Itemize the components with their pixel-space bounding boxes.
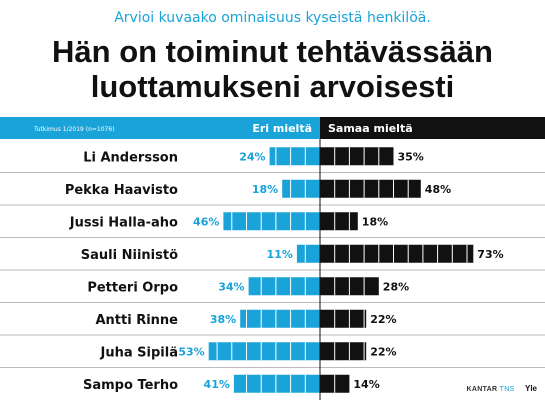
category-label: Sampo Terho	[83, 378, 178, 393]
bar-agree	[320, 147, 394, 166]
header-band-disagree	[0, 117, 320, 139]
title-line-1: Hän on toiminut tehtävässään	[52, 34, 493, 69]
category-label: Petteri Orpo	[87, 280, 178, 295]
category-label: Juha Sipilä	[100, 345, 178, 360]
category-label: Li Andersson	[83, 150, 178, 165]
yle-logo: Yle	[524, 384, 537, 393]
survey-note: Tutkimus 1/2019 (n=1076)	[33, 126, 115, 133]
legend-agree-label: Samaa mieltä	[328, 122, 413, 135]
kantar-tns-logo: KANTAR TNS	[467, 386, 515, 393]
value-label-disagree: 24%	[239, 150, 265, 163]
category-label: Antti Rinne	[95, 313, 178, 328]
bar-disagree	[208, 342, 320, 361]
bar-disagree	[233, 374, 320, 393]
category-label: Jussi Halla-aho	[69, 215, 178, 230]
chart-subtitle: Arvioi kuvaako ominaisuus kyseistä henki…	[114, 10, 431, 26]
title-line-2: luottamukseni arvoisesti	[90, 69, 455, 104]
category-label: Pekka Haavisto	[65, 183, 178, 198]
header-band-agree	[320, 117, 545, 139]
bar-agree	[320, 212, 358, 231]
value-label-agree: 18%	[362, 215, 388, 228]
bar-disagree	[282, 179, 320, 198]
value-label-disagree: 41%	[204, 378, 230, 391]
footer-logos: KANTAR TNS Yle	[467, 378, 537, 396]
bar-disagree	[248, 277, 320, 296]
bar-disagree	[296, 244, 320, 263]
chart-title: Hän on toiminut tehtävässään luottamukse…	[0, 34, 545, 104]
value-label-agree: 14%	[353, 378, 379, 391]
value-label-agree: 22%	[370, 345, 396, 358]
bar-agree	[320, 179, 421, 198]
value-label-disagree: 53%	[178, 345, 204, 358]
value-label-agree: 73%	[477, 248, 503, 261]
value-label-disagree: 18%	[252, 183, 278, 196]
value-label-agree: 28%	[383, 280, 409, 293]
bar-disagree	[223, 212, 320, 231]
value-label-agree: 48%	[425, 183, 451, 196]
legend-disagree-label: Eri mieltä	[252, 122, 312, 135]
value-label-disagree: 34%	[218, 280, 244, 293]
bar-agree	[320, 244, 474, 263]
bar-agree	[320, 342, 367, 361]
category-label: Sauli Niinistö	[81, 248, 178, 263]
bar-disagree	[269, 147, 320, 166]
value-label-disagree: 46%	[193, 215, 219, 228]
value-label-disagree: 38%	[210, 313, 236, 326]
value-label-agree: 35%	[398, 150, 424, 163]
kantar-text: KANTAR	[466, 386, 498, 393]
tns-text: TNS	[499, 386, 515, 393]
value-label-agree: 22%	[370, 313, 396, 326]
bar-disagree	[240, 309, 320, 328]
value-label-disagree: 11%	[267, 248, 293, 261]
bar-agree	[320, 309, 367, 328]
